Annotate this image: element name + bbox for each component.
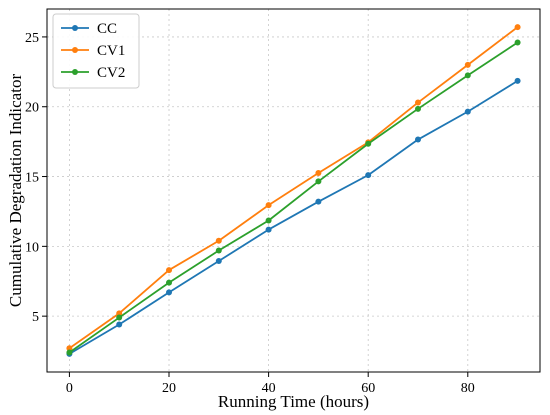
x-axis-label: Running Time (hours)	[218, 392, 369, 411]
x-tick-label: 60	[361, 381, 375, 396]
series-line-cv2	[68, 41, 519, 354]
data-point-cv2	[464, 72, 471, 79]
data-point-cc	[116, 321, 123, 328]
data-point-cv2	[365, 140, 372, 147]
y-axis-label: Cumulative Degradation Indicator	[6, 74, 25, 308]
legend-marker-cv1	[72, 47, 78, 53]
data-point-cc	[365, 172, 372, 179]
y-tick-label: 10	[25, 240, 39, 255]
data-point-cv2	[315, 178, 322, 185]
data-point-cv1	[514, 24, 521, 31]
data-point-cc	[464, 108, 471, 115]
data-point-cv1	[414, 99, 421, 106]
x-tick-label: 0	[66, 381, 73, 396]
data-point-cv2	[414, 105, 421, 112]
data-point-cv1	[265, 202, 272, 209]
data-point-cv1	[464, 61, 471, 68]
legend-label-cv1: CV1	[97, 43, 125, 59]
data-point-cc	[265, 226, 272, 233]
y-tick-label: 25	[25, 31, 39, 46]
data-point-cv2	[116, 314, 123, 321]
y-tick-label: 5	[32, 310, 39, 325]
data-point-cc	[315, 198, 322, 205]
data-point-cv2	[215, 247, 222, 254]
data-point-cv1	[66, 345, 73, 352]
data-point-cv1	[315, 170, 322, 177]
data-point-cv2	[166, 279, 173, 286]
data-point-cv1	[166, 267, 173, 274]
x-tick-label: 80	[461, 381, 475, 396]
x-tick-label: 20	[162, 381, 176, 396]
legend-label-cv2: CV2	[97, 65, 125, 81]
data-point-cc	[414, 136, 421, 143]
legend-box	[52, 13, 140, 89]
y-tick-label: 20	[25, 101, 39, 116]
series-line-cc	[68, 80, 519, 355]
legend: CC CV1 CV2	[52, 13, 140, 89]
data-point-cv2	[265, 217, 272, 224]
data-point-cv1	[116, 310, 123, 317]
y-tick-label: 15	[25, 171, 39, 186]
data-point-cv1	[215, 237, 222, 244]
grid-lines	[47, 9, 540, 372]
data-point-cc	[166, 289, 173, 296]
series-line-cv1	[68, 26, 519, 350]
series-layer	[66, 24, 521, 357]
data-point-cc	[514, 77, 521, 84]
data-point-cc	[215, 258, 222, 265]
x-tick-label: 40	[262, 381, 276, 396]
axis-ticks: 0 20 40 60 80 5 10 15 20 25	[25, 31, 475, 396]
data-point-cv2	[514, 39, 521, 46]
legend-marker-cc	[72, 25, 78, 31]
data-point-cv2	[66, 349, 73, 356]
legend-label-cc: CC	[97, 21, 117, 37]
plot-frame	[46, 8, 541, 373]
legend-marker-cv2	[72, 69, 78, 75]
